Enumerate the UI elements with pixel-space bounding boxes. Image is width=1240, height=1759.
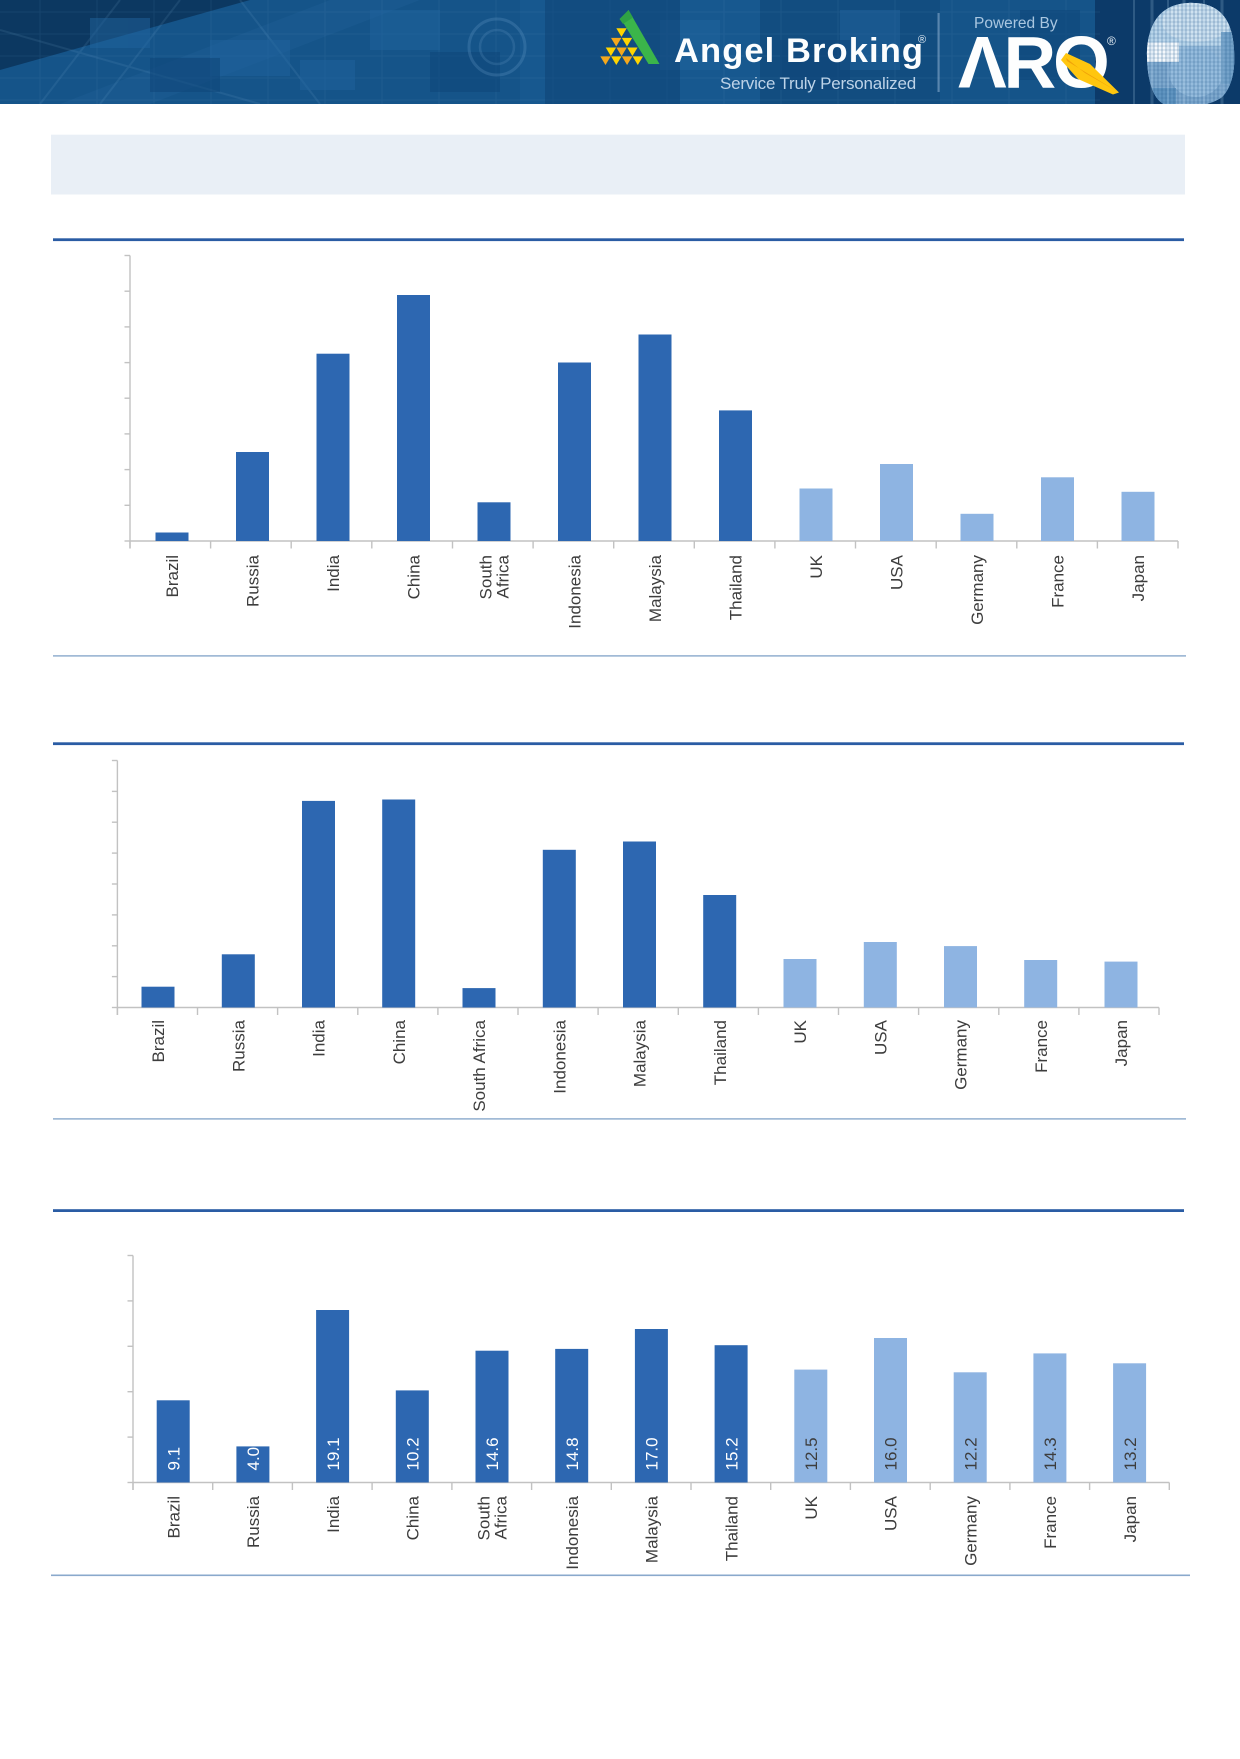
svg-text:17.0: 17.0 bbox=[643, 1437, 662, 1470]
svg-text:Angel Broking: Angel Broking bbox=[674, 32, 924, 70]
svg-text:USA: USA bbox=[872, 1019, 891, 1055]
svg-text:4.0: 4.0 bbox=[244, 1447, 263, 1471]
svg-text:Russia: Russia bbox=[244, 554, 263, 607]
svg-text:France: France bbox=[1032, 1020, 1051, 1073]
svg-text:®: ® bbox=[918, 34, 926, 46]
svg-text:Brazil: Brazil bbox=[149, 1020, 168, 1063]
svg-text:Service Truly Personalized: Service Truly Personalized bbox=[720, 74, 916, 93]
svg-text:Thailand: Thailand bbox=[727, 555, 746, 620]
svg-text:15.2: 15.2 bbox=[722, 1437, 741, 1470]
svg-text:Thailand: Thailand bbox=[711, 1020, 730, 1085]
svg-text:China: China bbox=[390, 1019, 409, 1064]
svg-text:Indonesia: Indonesia bbox=[566, 554, 585, 628]
svg-text:South: South bbox=[477, 555, 496, 599]
svg-text:South Africa: South Africa bbox=[470, 1019, 489, 1111]
svg-text:14.6: 14.6 bbox=[483, 1437, 502, 1470]
svg-text:Malaysia: Malaysia bbox=[643, 1495, 662, 1563]
svg-text:9.1: 9.1 bbox=[164, 1447, 183, 1471]
svg-text:France: France bbox=[1041, 1496, 1060, 1549]
svg-text:China: China bbox=[404, 1495, 423, 1540]
svg-text:Japan: Japan bbox=[1121, 1496, 1140, 1542]
svg-text:India: India bbox=[310, 1019, 329, 1056]
svg-text:Malaysia: Malaysia bbox=[646, 554, 665, 622]
svg-text:Brazil: Brazil bbox=[163, 555, 182, 598]
svg-text:®: ® bbox=[1107, 34, 1116, 48]
svg-text:10.2: 10.2 bbox=[404, 1437, 423, 1470]
svg-text:UK: UK bbox=[802, 1495, 821, 1519]
svg-text:Russia: Russia bbox=[229, 1019, 248, 1072]
svg-text:South: South bbox=[475, 1496, 494, 1540]
svg-text:USA: USA bbox=[888, 554, 907, 590]
svg-text:Indonesia: Indonesia bbox=[551, 1019, 570, 1093]
svg-text:Africa: Africa bbox=[494, 554, 513, 598]
svg-text:12.5: 12.5 bbox=[802, 1437, 821, 1470]
svg-text:Africa: Africa bbox=[492, 1495, 511, 1539]
svg-text:Japan: Japan bbox=[1129, 555, 1148, 601]
svg-text:India: India bbox=[324, 1495, 343, 1532]
svg-text:China: China bbox=[405, 554, 424, 599]
svg-text:UK: UK bbox=[807, 554, 826, 578]
svg-text:Malaysia: Malaysia bbox=[631, 1019, 650, 1087]
svg-text:14.3: 14.3 bbox=[1041, 1437, 1060, 1470]
svg-text:Russia: Russia bbox=[244, 1495, 263, 1548]
svg-text:UK: UK bbox=[791, 1019, 810, 1043]
svg-text:Brazil: Brazil bbox=[164, 1496, 183, 1539]
svg-text:Japan: Japan bbox=[1112, 1020, 1131, 1066]
svg-text:Thailand: Thailand bbox=[722, 1496, 741, 1561]
svg-text:14.8: 14.8 bbox=[563, 1437, 582, 1470]
svg-text:France: France bbox=[1049, 555, 1068, 608]
svg-text:13.2: 13.2 bbox=[1121, 1437, 1140, 1470]
svg-text:Germany: Germany bbox=[961, 1496, 980, 1566]
svg-text:Germany: Germany bbox=[952, 1020, 971, 1090]
svg-text:19.1: 19.1 bbox=[324, 1437, 343, 1470]
svg-text:India: India bbox=[324, 554, 343, 591]
svg-text:USA: USA bbox=[882, 1495, 901, 1531]
svg-text:16.0: 16.0 bbox=[882, 1437, 901, 1470]
svg-text:12.2: 12.2 bbox=[961, 1437, 980, 1470]
svg-text:Germany: Germany bbox=[968, 555, 987, 625]
svg-text:Indonesia: Indonesia bbox=[563, 1495, 582, 1569]
svg-text:Powered By: Powered By bbox=[974, 15, 1058, 32]
